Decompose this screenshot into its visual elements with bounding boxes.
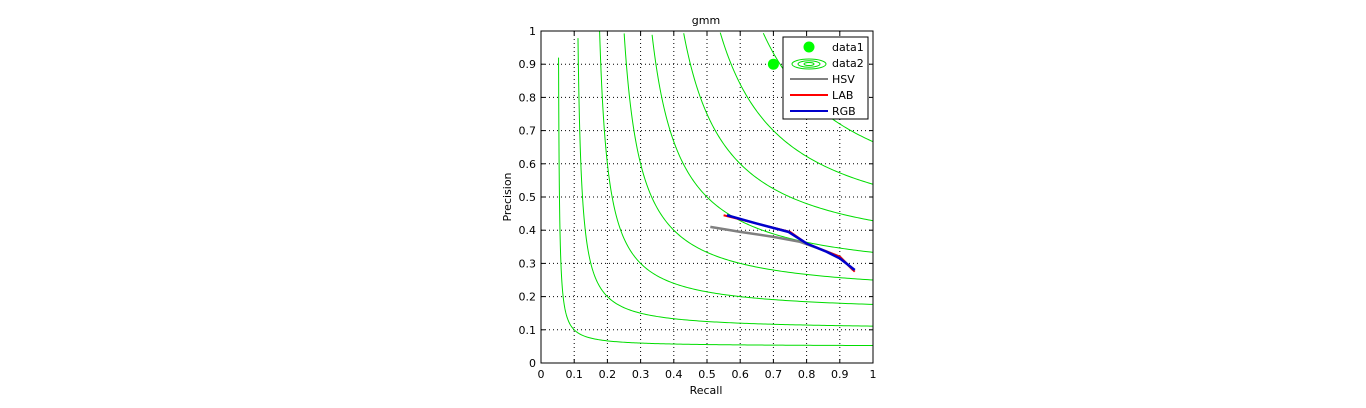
legend-swatch-data2 xyxy=(791,58,827,70)
x-tick-label: 0 xyxy=(538,368,545,381)
x-tick-label: 1 xyxy=(870,368,877,381)
iso-f-contour xyxy=(577,38,874,327)
x-tick-label: 0.1 xyxy=(565,368,583,381)
x-tick-label: 0.9 xyxy=(831,368,849,381)
y-tick-label: 0 xyxy=(529,357,536,370)
x-tick-label: 0.3 xyxy=(632,368,650,381)
iso-f-contour xyxy=(558,57,874,347)
x-tick-label: 0.5 xyxy=(698,368,716,381)
legend-swatch-data1 xyxy=(803,41,815,53)
iso-f-contour xyxy=(683,33,874,222)
y-axis-ticks: 0 0.1 0.2 0.3 0.4 0.5 0.6 0.7 0.8 0.9 1 xyxy=(519,25,873,370)
x-axis-ticks: 0 0.1 0.2 0.3 0.4 0.5 0.6 0.7 0.8 0.9 1 xyxy=(538,31,877,381)
legend-label-rgb: RGB xyxy=(832,105,856,118)
chart-title: gmm xyxy=(692,14,720,27)
series-layer xyxy=(710,58,856,273)
x-tick-label: 0.6 xyxy=(731,368,749,381)
y-tick-label: 0.1 xyxy=(519,324,537,337)
legend-label-data1: data1 xyxy=(832,41,864,54)
y-axis-label: Precision xyxy=(501,172,514,221)
series-marker-data1 xyxy=(767,58,779,70)
x-tick-label: 0.8 xyxy=(798,368,816,381)
y-tick-label: 0.3 xyxy=(519,257,537,270)
legend-swatch-core xyxy=(803,62,815,66)
y-tick-label: 0.8 xyxy=(519,91,537,104)
y-tick-label: 0.6 xyxy=(519,158,537,171)
x-tick-label: 0.7 xyxy=(765,368,783,381)
y-tick-label: 0.2 xyxy=(519,291,537,304)
y-tick-label: 0.4 xyxy=(519,224,537,237)
iso-f-contour xyxy=(719,32,874,185)
y-tick-label: 0.5 xyxy=(519,191,537,204)
iso-f-contour xyxy=(623,33,874,281)
legend: data1 data2 HSV LAB RGB xyxy=(782,36,869,120)
legend-swatch-inner xyxy=(797,60,821,68)
iso-f-contour xyxy=(599,31,874,305)
y-tick-label: 0.9 xyxy=(519,58,537,71)
legend-label-lab: LAB xyxy=(832,89,853,102)
legend-label-hsv: HSV xyxy=(832,73,855,86)
x-tick-label: 0.2 xyxy=(599,368,617,381)
x-tick-label: 0.4 xyxy=(665,368,683,381)
y-tick-label: 1 xyxy=(529,25,536,38)
x-axis-label: Recall xyxy=(690,384,723,397)
series-line-rgb xyxy=(726,214,856,272)
y-tick-label: 0.7 xyxy=(519,125,537,138)
legend-label-data2: data2 xyxy=(832,57,864,70)
